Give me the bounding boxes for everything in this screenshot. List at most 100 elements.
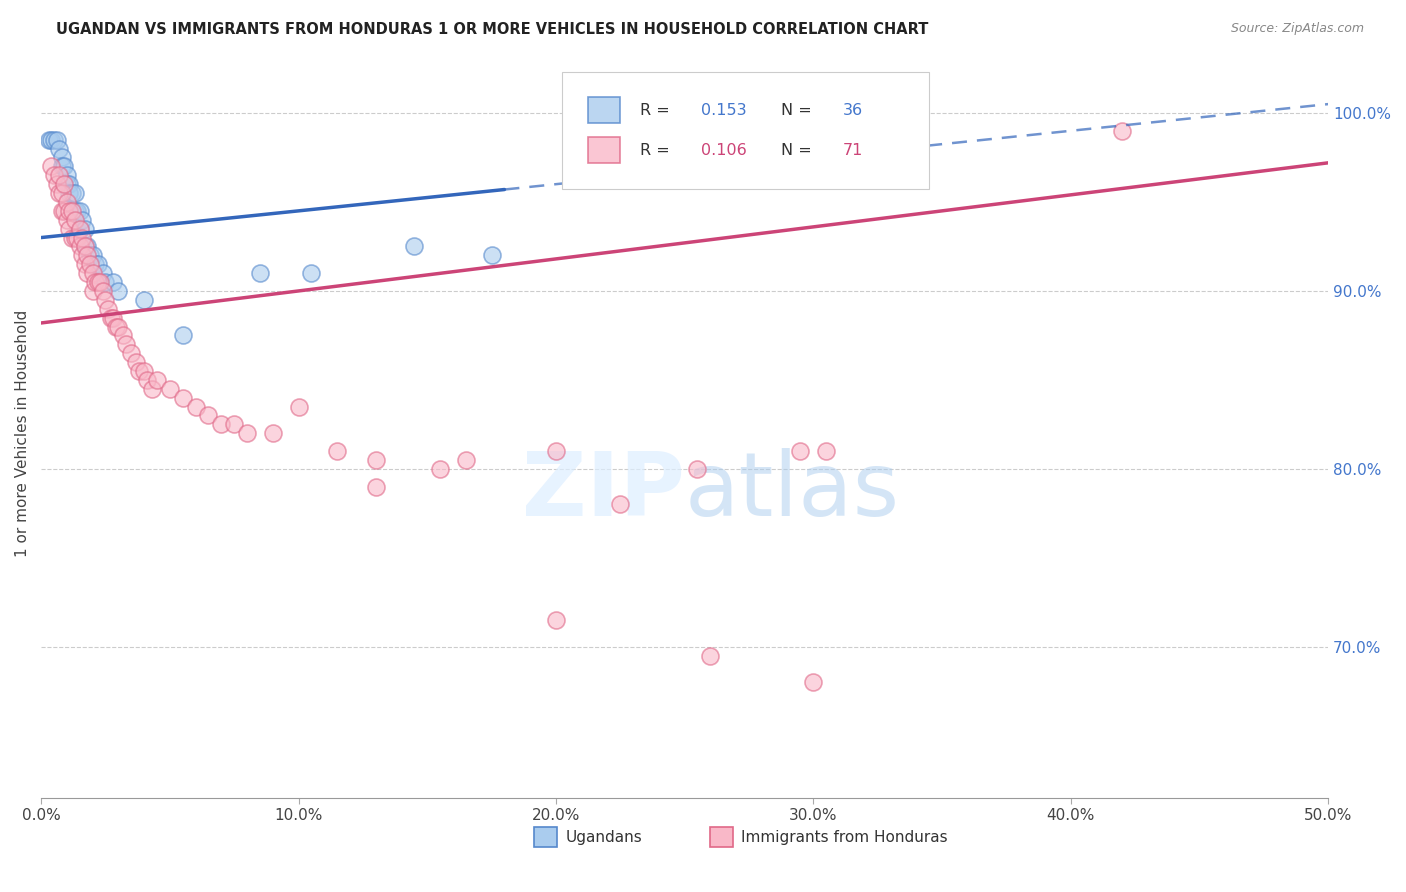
Point [56, 212, 79, 227]
Point [60, 186, 83, 200]
Point [73, 239, 96, 253]
Point [53, 177, 76, 191]
Point [103, 310, 125, 325]
Text: N =: N = [782, 143, 817, 158]
Point [51, 160, 73, 174]
Point [45, 177, 67, 191]
Point [132, 293, 155, 307]
Point [94, 293, 117, 307]
Text: Ugandans: Ugandans [565, 830, 643, 845]
Point [82, 284, 104, 298]
Point [699, 648, 721, 663]
Point [120, 346, 142, 360]
Point [224, 417, 246, 432]
Point [79, 257, 101, 271]
Point [249, 266, 271, 280]
Point [91, 284, 114, 298]
Point [236, 426, 259, 441]
Text: 0.153: 0.153 [702, 103, 747, 118]
Point [69, 221, 91, 235]
Point [544, 444, 567, 458]
Point [73, 221, 96, 235]
Point [609, 498, 631, 512]
Point [815, 444, 838, 458]
Point [287, 400, 309, 414]
Point [326, 444, 349, 458]
Point [56, 194, 79, 209]
Text: R =: R = [640, 143, 675, 158]
Point [128, 364, 150, 378]
Point [429, 462, 451, 476]
Point [107, 284, 129, 298]
Point [76, 248, 98, 262]
Point [481, 248, 503, 262]
Point [38, 133, 60, 147]
Point [69, 203, 91, 218]
Point [51, 186, 73, 200]
Y-axis label: 1 or more Vehicles in Household: 1 or more Vehicles in Household [15, 310, 30, 557]
Text: atlas: atlas [685, 448, 900, 535]
Point [209, 417, 232, 432]
Point [42, 133, 65, 147]
Point [146, 373, 169, 387]
Point [115, 337, 138, 351]
Point [72, 230, 94, 244]
Point [58, 177, 80, 191]
Point [100, 310, 122, 325]
Point [51, 203, 73, 218]
Point [56, 177, 79, 191]
Point [66, 203, 89, 218]
Point [544, 613, 567, 627]
Text: ZIP: ZIP [522, 448, 685, 535]
Point [56, 169, 79, 183]
Point [141, 382, 163, 396]
Point [72, 212, 94, 227]
Text: UGANDAN VS IMMIGRANTS FROM HONDURAS 1 OR MORE VEHICLES IN HOUSEHOLD CORRELATION : UGANDAN VS IMMIGRANTS FROM HONDURAS 1 OR… [56, 22, 928, 37]
Point [41, 133, 63, 147]
Point [364, 453, 387, 467]
Point [48, 169, 70, 183]
Point [686, 462, 709, 476]
Point [76, 239, 98, 253]
Point [404, 239, 426, 253]
Point [82, 266, 104, 280]
Point [69, 221, 91, 235]
Point [454, 453, 477, 467]
Point [801, 675, 824, 690]
Point [197, 409, 219, 423]
FancyBboxPatch shape [588, 97, 620, 123]
Point [45, 133, 67, 147]
Point [97, 301, 120, 316]
Point [48, 142, 70, 156]
Point [79, 248, 101, 262]
Text: 0.106: 0.106 [702, 143, 747, 158]
Point [73, 257, 96, 271]
Point [63, 212, 86, 227]
Point [48, 186, 70, 200]
Point [63, 203, 86, 218]
Point [41, 160, 63, 174]
Point [112, 328, 135, 343]
Point [60, 203, 83, 218]
FancyBboxPatch shape [562, 72, 929, 189]
Point [103, 275, 125, 289]
Point [94, 275, 117, 289]
Point [84, 257, 107, 271]
Text: Immigrants from Honduras: Immigrants from Honduras [741, 830, 948, 845]
Point [89, 275, 111, 289]
Point [58, 203, 80, 218]
Point [84, 275, 107, 289]
Point [69, 239, 91, 253]
Point [789, 444, 811, 458]
Point [87, 275, 110, 289]
Text: Source: ZipAtlas.com: Source: ZipAtlas.com [1230, 22, 1364, 36]
Point [82, 248, 104, 262]
Point [87, 257, 110, 271]
Point [172, 328, 194, 343]
Point [1111, 124, 1133, 138]
Text: R =: R = [640, 103, 675, 118]
Point [58, 186, 80, 200]
Point [135, 373, 157, 387]
Point [262, 426, 284, 441]
Point [107, 319, 129, 334]
